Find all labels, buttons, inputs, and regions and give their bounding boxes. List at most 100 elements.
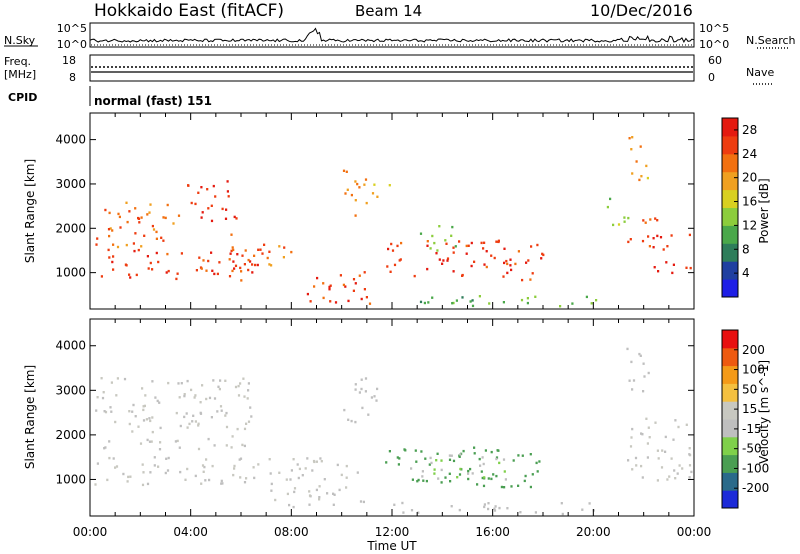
power-ylabel: Slant Range [km]	[23, 159, 37, 263]
power-cell	[180, 252, 183, 255]
velocity-colorbar-swatch	[722, 347, 738, 367]
power-cell	[642, 219, 645, 222]
velocity-cell	[561, 512, 564, 516]
velocity-cell	[482, 462, 485, 466]
velocity-cell	[690, 470, 693, 474]
velocity-cell	[354, 420, 357, 424]
velocity-cell	[194, 474, 197, 478]
power-cell	[470, 241, 473, 245]
velocity-cell	[242, 377, 245, 380]
velocity-cell	[420, 450, 423, 453]
power-cell	[623, 220, 626, 223]
power-cell	[635, 160, 638, 163]
velocity-cell	[148, 440, 152, 443]
power-colorbar-tick-label: 4	[742, 266, 750, 280]
power-cell	[666, 245, 669, 248]
velocity-cell	[360, 387, 363, 391]
velocity-cell	[194, 394, 197, 397]
power-cell	[595, 299, 598, 302]
power-cell	[239, 266, 242, 270]
velocity-cell	[437, 477, 440, 480]
power-cell	[306, 292, 309, 296]
power-cell	[365, 201, 368, 205]
power-cell	[670, 234, 673, 237]
date-label: 10/Dec/2016	[590, 1, 693, 20]
power-cell	[233, 267, 236, 270]
velocity-cell	[504, 478, 507, 481]
power-cell	[234, 264, 238, 267]
velocity-cell	[517, 484, 520, 487]
velocity-cell	[416, 480, 419, 483]
velocity-cell	[286, 492, 289, 496]
velocity-cell	[375, 399, 378, 402]
power-cell	[662, 248, 665, 251]
velocity-cell	[176, 439, 179, 443]
power-cell	[390, 242, 393, 246]
power-cell	[216, 272, 219, 276]
velocity-cell	[104, 446, 107, 449]
velocity-cell	[186, 379, 189, 383]
velocity-cell	[102, 391, 105, 394]
velocity-cell	[185, 412, 188, 415]
power-cell	[631, 172, 634, 175]
power-cell	[155, 237, 158, 240]
power-cell	[200, 267, 203, 270]
power-cell	[648, 245, 651, 248]
velocity-cell	[410, 509, 414, 512]
power-cell	[137, 248, 140, 252]
power-cell	[128, 273, 131, 276]
velocity-cell	[183, 393, 186, 396]
velocity-cell	[236, 427, 239, 431]
velocity-cell	[481, 456, 484, 459]
velocity-cell	[358, 391, 361, 394]
power-cell	[244, 249, 247, 252]
velocity-cell	[425, 479, 428, 483]
velocity-cell	[490, 450, 493, 454]
frequency-tick-top: 18	[62, 54, 76, 67]
velocity-colorbar-swatch	[722, 383, 738, 402]
velocity-cell	[224, 379, 227, 382]
velocity-cell	[148, 417, 151, 420]
velocity-cell	[345, 464, 348, 468]
velocity-cell	[647, 426, 650, 429]
velocity-cell	[203, 465, 206, 469]
velocity-cell	[492, 473, 495, 476]
velocity-cell	[320, 460, 323, 463]
power-cell	[270, 264, 273, 267]
power-cell	[165, 271, 168, 274]
power-cell	[629, 238, 632, 241]
velocity-colorbar-tick-label: -200	[742, 481, 769, 495]
velocity-cell	[151, 416, 154, 419]
power-cell	[230, 249, 233, 253]
power-cell	[502, 301, 505, 304]
velocity-cell	[126, 480, 129, 483]
power-cell	[452, 301, 455, 305]
power-cell	[177, 214, 181, 217]
velocity-cell	[213, 444, 216, 447]
power-cell	[197, 191, 200, 194]
velocity-cell	[373, 395, 376, 398]
power-cell	[465, 252, 468, 255]
noise-right-label: N.Search	[746, 34, 796, 47]
power-cell	[236, 253, 239, 256]
velocity-colorbar-tick-label: -50	[742, 442, 762, 456]
power-cell	[471, 304, 475, 308]
velocity-cell	[238, 458, 241, 461]
time-tick-label: 12:00	[375, 525, 410, 539]
velocity-cell	[670, 457, 673, 460]
velocity-ytick-label: 1000	[55, 472, 86, 486]
velocity-cell	[529, 453, 532, 456]
velocity-cell	[678, 464, 681, 467]
velocity-cell	[220, 482, 223, 485]
velocity-cell	[292, 458, 295, 461]
power-cell	[210, 251, 213, 254]
power-cell	[125, 264, 128, 267]
power-cell	[118, 215, 121, 219]
velocity-cell	[332, 492, 335, 495]
velocity-cell	[289, 478, 292, 481]
power-cell	[493, 256, 496, 260]
velocity-cell	[534, 511, 537, 514]
power-cell	[446, 259, 449, 262]
velocity-cell	[641, 433, 644, 436]
velocity-cell	[108, 440, 111, 443]
